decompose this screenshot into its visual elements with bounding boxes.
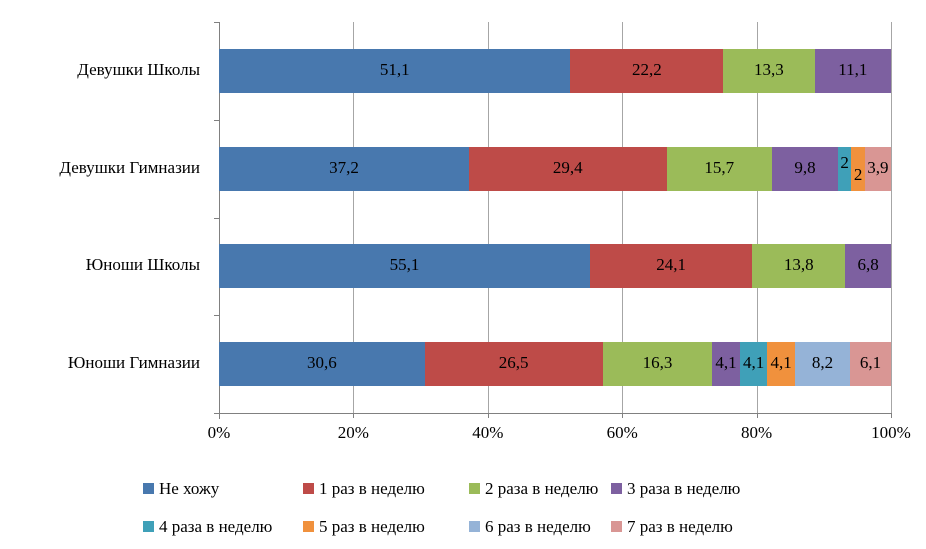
gridline-20 (353, 22, 355, 413)
gridline-100 (891, 22, 892, 413)
legend-label: Не хожу (159, 478, 220, 498)
data-label: 2 (853, 164, 863, 184)
bar-segment-1-раз-в-неделю: 22,2 (570, 48, 724, 93)
x-axis-tick-60 (622, 413, 624, 418)
data-label: 24,1 (656, 255, 686, 275)
data-label: 51,1 (379, 59, 410, 79)
bar-segment-7-раз-в-неделю: 3,9 (864, 146, 891, 191)
legend-item-8: 7 раз в неделю (611, 515, 771, 538)
x-tick-label-80: 80% (741, 423, 773, 442)
gridline-40 (487, 22, 489, 413)
legend-item-1: Не хожу (143, 477, 303, 500)
legend-swatch-icon (303, 521, 314, 532)
data-label: 6,1 (859, 353, 882, 373)
legend-item-3: 2 раза в неделю (469, 477, 611, 500)
bar-segment-Не-хожу: 37,2 (219, 146, 469, 191)
legend-swatch-icon (469, 521, 480, 532)
category-axis-tick-2 (214, 217, 219, 219)
legend-swatch-icon (143, 483, 154, 494)
category-axis-tick-1 (214, 119, 219, 121)
bar-segment-7-раз-в-неделю: 6,1 (850, 342, 891, 387)
category-axis-tick-4 (214, 413, 219, 414)
legend-label: 7 раз в неделю (627, 516, 733, 536)
data-label: 37,2 (329, 157, 359, 177)
data-label: 8,2 (811, 353, 834, 373)
gridline-80 (756, 22, 758, 413)
legend-swatch-icon (469, 483, 480, 494)
legend-label: 5 раз в неделю (319, 516, 425, 536)
bar-segment-1-раз-в-неделю: 26,5 (424, 342, 603, 387)
bar-segment-3-раза-в-неделю: 4,1 (712, 342, 740, 387)
data-label: 4,1 (742, 353, 765, 373)
x-tick-label-20: 20% (337, 423, 369, 442)
data-label: 2 (840, 152, 849, 172)
x-tick-label-60: 60% (606, 423, 638, 442)
bar-segment-5-раз-в-неделю: 4,1 (767, 342, 795, 387)
bar-segment-2-раза-в-неделю: 15,7 (666, 146, 773, 191)
bar-segment-1-раз-в-неделю: 24,1 (590, 244, 753, 289)
x-axis-tick-100 (891, 413, 892, 418)
bar-segment-Не-хожу: 55,1 (219, 244, 590, 289)
bar-segment-4-раза-в-неделю: 2 (837, 146, 852, 191)
data-label: 15,7 (704, 157, 735, 177)
legend-item-2: 1 раз в неделю (303, 477, 469, 500)
bar-segment-Не-хожу: 30,6 (219, 342, 425, 387)
category-axis-line (219, 22, 220, 419)
bar-segment-1-раз-в-неделю: 29,4 (468, 146, 667, 191)
data-label: 55,1 (389, 255, 420, 275)
legend-item-6: 5 раз в неделю (303, 515, 469, 538)
data-label: 13,8 (783, 255, 814, 275)
legend-label: 3 раза в неделю (627, 478, 741, 498)
gridline-60 (622, 22, 624, 413)
bar-segment-6-раз-в-неделю: 8,2 (794, 342, 850, 387)
category-label: Юноши Гимназии (67, 353, 200, 373)
data-label: 16,3 (642, 353, 673, 373)
x-axis-tick-80 (756, 413, 758, 418)
legend-item-7: 6 раз в неделю (469, 515, 611, 538)
data-label: 3,9 (867, 157, 889, 177)
legend-item-5: 4 раза в неделю (143, 515, 303, 538)
category-label: Юноши Школы (85, 255, 200, 275)
legend-label: 2 раза в неделю (485, 478, 599, 498)
category-label: Девушки Школы (77, 59, 200, 79)
bar-segment-2-раза-в-неделю: 13,8 (752, 244, 846, 289)
legend-label: 4 раза в неделю (159, 516, 273, 536)
value-axis-line (214, 413, 891, 414)
legend-swatch-icon (611, 521, 622, 532)
data-label: 13,3 (754, 59, 784, 79)
bar-segment-2-раза-в-неделю: 16,3 (602, 342, 713, 387)
data-label: 4,1 (770, 353, 792, 373)
x-tick-label-100: 100% (871, 423, 911, 442)
data-label: 30,6 (306, 353, 337, 373)
legend-swatch-icon (611, 483, 622, 494)
category-label: Девушки Гимназии (59, 157, 200, 177)
data-label: 4,1 (715, 353, 737, 373)
bar-segment-5-раз-в-неделю: 2 (851, 146, 865, 191)
x-axis-tick-40 (487, 413, 489, 418)
data-label: 9,8 (794, 157, 816, 177)
bar-segment-3-раза-в-неделю: 9,8 (772, 146, 838, 191)
data-label: 22,2 (631, 59, 662, 79)
legend-label: 1 раз в неделю (319, 478, 425, 498)
bar-segment-4-раза-в-неделю: 4,1 (739, 342, 768, 387)
x-tick-label-0: 0% (207, 423, 231, 442)
category-axis-tick-3 (214, 315, 219, 317)
data-label: 6,8 (857, 255, 879, 275)
legend-swatch-icon (143, 521, 154, 532)
data-label: 26,5 (498, 353, 529, 373)
data-label: 29,4 (552, 157, 583, 177)
legend-item-4: 3 раза в неделю (611, 477, 771, 500)
x-tick-label-40: 40% (472, 423, 504, 442)
bar-segment-3-раза-в-неделю: 6,8 (845, 244, 891, 289)
category-axis-tick-0 (214, 22, 219, 23)
bar-segment-2-раза-в-неделю: 13,3 (723, 48, 815, 93)
legend: Не хожу 1 раз в неделю 2 раза в неделю 3 ра… (143, 477, 771, 538)
x-axis-tick-20 (353, 413, 355, 418)
legend-label: 6 раз в неделю (485, 516, 591, 536)
bar-segment-3-раза-в-неделю: 11,1 (814, 48, 891, 93)
bar-segment-Не-хожу: 51,1 (219, 48, 571, 93)
legend-swatch-icon (303, 483, 314, 494)
data-label: 11,1 (838, 59, 868, 79)
